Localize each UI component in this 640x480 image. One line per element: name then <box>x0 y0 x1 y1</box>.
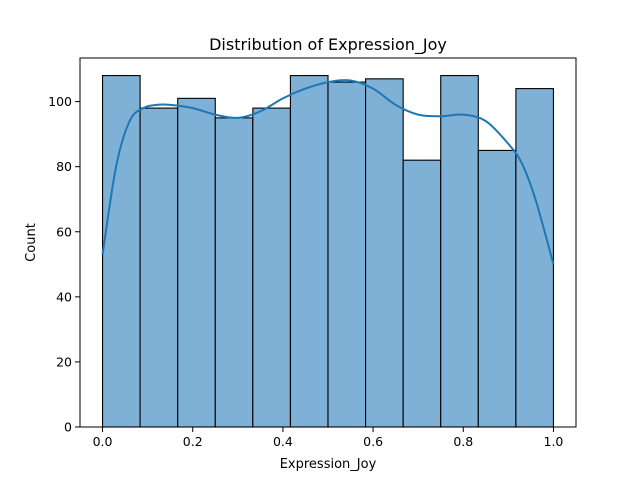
kde-curve <box>101 79 555 265</box>
histogram-bar <box>477 149 517 428</box>
y-tick-label: 0 <box>64 420 72 435</box>
x-tick-label: 1.0 <box>544 434 564 449</box>
histogram-bar <box>252 107 291 428</box>
x-axis: 0.0 0.2 0.4 0.6 0.8 1.0 <box>93 427 564 449</box>
x-tick-label: 0.2 <box>183 434 203 449</box>
y-tick-label: 40 <box>56 289 72 304</box>
y-tick-label: 60 <box>56 224 72 239</box>
histogram-bar <box>139 107 179 428</box>
x-tick-label: 0.4 <box>273 434 293 449</box>
histogram-bar <box>327 81 367 428</box>
y-tick-label: 80 <box>56 159 72 174</box>
x-axis-label: Expression_Joy <box>280 457 377 472</box>
histogram-bar <box>101 75 141 428</box>
histogram-bar <box>440 75 479 428</box>
plot-frame <box>79 57 577 428</box>
histogram-bar <box>289 75 329 428</box>
x-tick-label: 0.6 <box>363 434 383 449</box>
bars-group <box>101 75 555 428</box>
chart-title: Distribution of Expression_Joy <box>209 35 447 55</box>
x-tick-label: 0.8 <box>453 434 473 449</box>
histogram-bar <box>177 97 216 428</box>
y-tick-label: 20 <box>56 354 72 369</box>
y-axis: 0 20 40 60 80 100 <box>48 94 80 435</box>
histogram-bar <box>515 88 555 428</box>
x-tick-label: 0.0 <box>93 434 113 449</box>
histogram-bar <box>402 159 442 428</box>
histogram-bar <box>365 78 404 428</box>
histogram-bar <box>214 117 254 428</box>
y-axis-label: Count <box>24 223 39 262</box>
y-tick-label: 100 <box>48 94 72 109</box>
